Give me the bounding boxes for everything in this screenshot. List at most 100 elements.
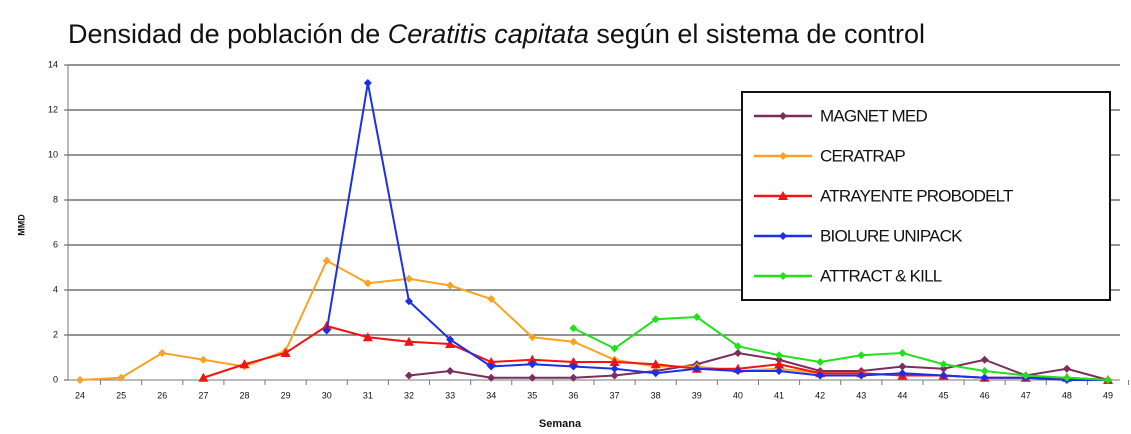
data-point (774, 359, 785, 369)
x-axis-label: Semana (539, 418, 582, 430)
data-point (322, 256, 331, 265)
data-point (733, 342, 742, 351)
data-point (651, 369, 660, 378)
series-line (325, 82, 1108, 381)
data-point (569, 362, 578, 371)
data-point (363, 279, 372, 288)
x-tick-label: 26 (157, 390, 167, 400)
x-tick-label: 24 (75, 390, 85, 400)
x-tick-label: 30 (322, 390, 332, 400)
x-tick-label: 47 (1021, 390, 1031, 400)
data-point (446, 367, 455, 375)
y-tick-label: 12 (48, 104, 58, 114)
x-tick-label: 33 (445, 390, 455, 400)
data-point (487, 373, 496, 382)
data-point (775, 351, 784, 360)
data-point (898, 369, 907, 378)
x-tick-label: 31 (363, 390, 373, 400)
x-tick-label: 46 (980, 390, 990, 400)
x-tick-label: 49 (1103, 390, 1113, 400)
data-point (569, 337, 578, 346)
data-point (199, 355, 208, 364)
x-tick-label: 41 (774, 390, 784, 400)
data-point (322, 326, 331, 335)
x-tick-label: 48 (1062, 390, 1072, 400)
title-part: Densidad de población de (68, 19, 388, 49)
data-point (280, 348, 291, 357)
x-tick-label: 28 (239, 390, 249, 400)
legend-marker (779, 232, 787, 240)
title-part: Ceratitis capitata (388, 19, 589, 49)
data-point (76, 376, 84, 384)
data-point (198, 372, 209, 382)
x-tick-label: 25 (116, 390, 126, 400)
data-point (117, 373, 126, 382)
legend-marker (779, 152, 787, 160)
x-tick-label: 37 (610, 390, 620, 400)
data-point (404, 274, 413, 283)
x-tick-label: 29 (281, 390, 291, 400)
data-point (733, 349, 742, 357)
data-point (487, 295, 496, 303)
data-point (403, 336, 414, 346)
x-tick-label: 36 (568, 390, 578, 400)
y-tick-label: 0 (53, 374, 58, 384)
data-point (733, 367, 742, 375)
data-point (239, 359, 250, 369)
data-point (898, 362, 907, 371)
data-point (610, 344, 619, 353)
legend-label: ATRAYENTE PROBODELT (820, 186, 1013, 205)
data-point (692, 313, 701, 321)
x-tick-label: 44 (897, 390, 907, 400)
data-point (650, 359, 661, 369)
legend-label: BIOLURE UNIPACK (820, 226, 963, 245)
y-tick-label: 14 (48, 59, 58, 69)
y-tick-label: 8 (53, 194, 58, 204)
data-point (446, 281, 455, 290)
x-tick-label: 45 (939, 390, 949, 400)
data-point (362, 332, 373, 342)
data-point (528, 360, 537, 369)
title-part: según el sistema de control (589, 19, 925, 49)
legend-label: MAGNET MED (820, 106, 927, 125)
data-point (939, 371, 948, 380)
data-point (980, 373, 989, 382)
legend-marker (778, 191, 788, 200)
x-tick-label: 35 (527, 390, 537, 400)
data-point (404, 371, 413, 380)
data-point (775, 367, 784, 375)
data-point (528, 373, 537, 382)
data-point (446, 335, 455, 344)
x-tick-label: 34 (486, 390, 496, 400)
x-tick-label: 32 (404, 390, 414, 400)
legend-marker (779, 272, 787, 280)
y-tick-label: 4 (53, 284, 58, 294)
x-tick-label: 40 (733, 390, 743, 400)
y-tick-label: 2 (53, 329, 58, 339)
data-point (857, 351, 866, 360)
data-point (1021, 371, 1030, 380)
x-tick-label: 43 (856, 390, 866, 400)
y-axis-label: MMD (16, 214, 26, 236)
data-point (528, 333, 537, 342)
data-point (527, 354, 538, 364)
data-point (857, 371, 866, 380)
chart-title: Densidad de población de Ceratitis capit… (68, 19, 925, 49)
data-point (1104, 376, 1112, 384)
data-point (1062, 373, 1071, 382)
data-point (939, 364, 948, 373)
data-point (898, 349, 907, 357)
y-tick-label: 10 (48, 149, 58, 159)
legend-label: CERATRAP (820, 146, 905, 165)
data-point (980, 367, 989, 375)
data-point (939, 360, 948, 369)
data-point (610, 371, 619, 380)
data-point (816, 371, 825, 380)
data-point (487, 362, 496, 371)
data-point (158, 349, 167, 357)
data-point (568, 357, 579, 366)
series-line (572, 315, 1109, 381)
x-tick-label: 27 (198, 390, 208, 400)
data-point (692, 364, 701, 373)
